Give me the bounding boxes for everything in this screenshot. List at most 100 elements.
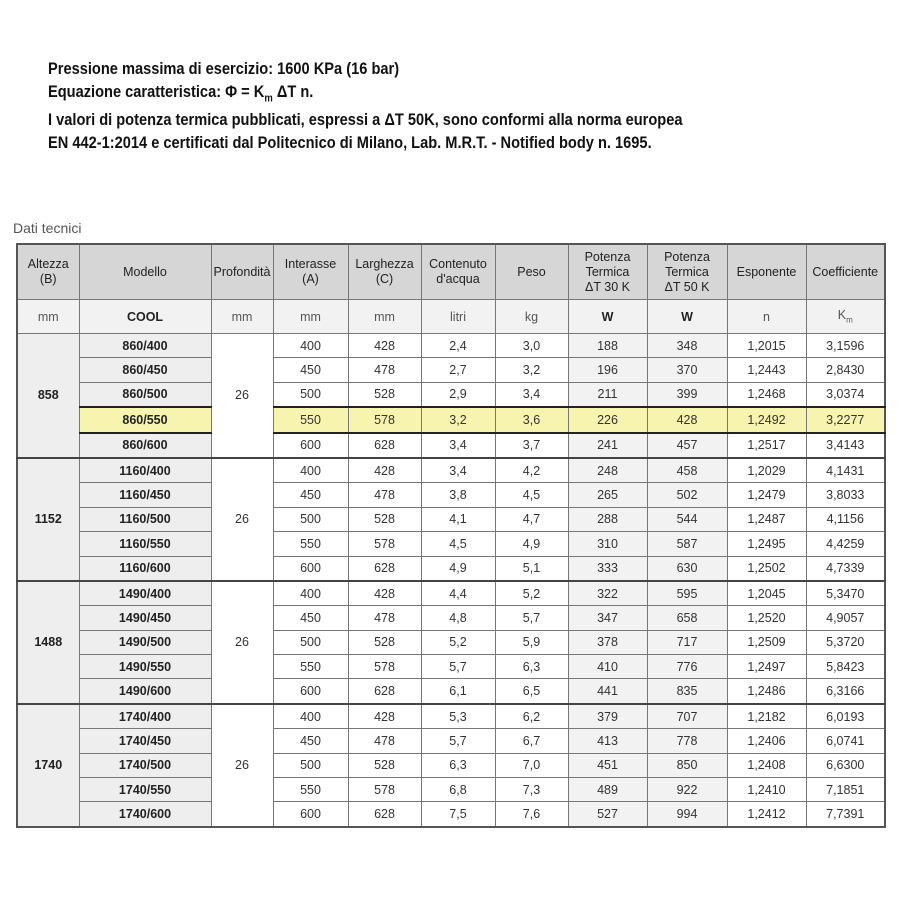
model-cell: 860/500 [78, 381, 212, 408]
header-row: Altezza (B) Modello Profondità Interasse (A… [16, 243, 886, 300]
value-cell: 1,2497 [726, 654, 807, 680]
value-cell: 658 [646, 605, 728, 631]
value-cell: 628 [347, 801, 422, 828]
value-cell: 7,6 [494, 801, 569, 828]
value-cell: 428 [347, 456, 422, 484]
altezza-cell: 1740 [16, 702, 80, 828]
column-header: Peso [494, 243, 569, 300]
value-cell: 7,3 [494, 777, 569, 803]
value-cell: 457 [646, 432, 728, 459]
model-cell: 1490/500 [78, 629, 212, 656]
column-header: Contenuto d'acqua [420, 243, 496, 300]
value-cell: 6,2 [494, 702, 569, 730]
intro-line: I valori di potenza termica pubblicati, … [48, 110, 683, 130]
value-cell: 428 [347, 332, 422, 359]
value-cell: 1,2029 [726, 456, 807, 484]
value-cell: 379 [567, 702, 648, 730]
unit-cell: mm [210, 299, 274, 334]
value-cell: 399 [646, 381, 728, 408]
value-cell: 994 [646, 801, 728, 828]
value-cell: 6,3 [494, 654, 569, 680]
value-cell: 5,9 [494, 629, 569, 656]
value-cell: 1,2412 [726, 801, 807, 828]
value-cell: 451 [567, 752, 648, 779]
value-cell: 628 [347, 432, 422, 459]
value-cell: 527 [567, 801, 648, 828]
value-cell: 835 [646, 678, 728, 705]
table-row: 1740/450 450 478 5,7 6,7 413 778 1,2406 6,0741 [17, 728, 886, 754]
intro-text: Pressione massima di esercizio: 1600 KPa… [48, 58, 682, 154]
table-row: 1740 1740/400 26 400 428 5,3 6,2 379 707 1,2182 6,… [16, 702, 886, 828]
unit-cell: kg [494, 299, 569, 334]
table-row: 1490/450 450 478 4,8 5,7 347 658 1,2520 4,9057 [17, 605, 886, 631]
value-cell: 3,4143 [805, 432, 886, 459]
value-cell: 6,1 [420, 678, 496, 705]
value-cell: 400 [272, 579, 349, 607]
table-row: 860/550 550 578 3,2 3,6 226 428 1,2492 3,2277 [17, 406, 886, 434]
value-cell: 211 [567, 381, 648, 408]
value-cell: 1,2517 [726, 432, 807, 459]
altezza-cell: 858 [16, 332, 80, 459]
model-cell: 860/550 [78, 406, 212, 434]
value-cell: 441 [567, 678, 648, 705]
intro-line: EN 442-1:2014 e certificati dal Politecn… [48, 132, 652, 152]
value-cell: 4,7 [494, 506, 569, 533]
value-cell: 6,7 [494, 728, 569, 754]
table-row: 1160/500 500 528 4,1 4,7 288 544 1,2487 4,1156 [17, 506, 886, 533]
value-cell: 4,4 [420, 579, 496, 607]
value-cell: 4,1156 [805, 506, 886, 533]
model-cell: 860/400 [78, 332, 212, 359]
value-cell: 241 [567, 432, 648, 459]
profondita-cell: 26 [210, 332, 274, 459]
value-cell: 502 [646, 482, 728, 508]
model-cell: 1740/550 [78, 777, 212, 803]
table-row: 1160/450 450 478 3,8 4,5 265 502 1,2479 3,8033 [17, 482, 886, 508]
column-header: Esponente [726, 243, 807, 300]
value-cell: 1,2408 [726, 752, 807, 779]
value-cell: 628 [347, 678, 422, 705]
value-cell: 1,2406 [726, 728, 807, 754]
altezza-cell: 1488 [16, 579, 80, 705]
unit-cell: W [567, 299, 648, 334]
unit-cell: n [726, 299, 807, 334]
value-cell: 3,6 [494, 406, 569, 434]
value-cell: 378 [567, 629, 648, 656]
value-cell: 528 [347, 506, 422, 533]
model-cell: 1160/500 [78, 506, 212, 533]
value-cell: 578 [347, 531, 422, 557]
value-cell: 288 [567, 506, 648, 533]
table-row: 858 860/400 26 400 428 2,4 3,0 188 348 1,2015 3,15… [16, 332, 886, 459]
column-header: Larghezza (C) [347, 243, 422, 300]
value-cell: 6,6300 [805, 752, 886, 779]
value-cell: 370 [646, 357, 728, 383]
value-cell: 226 [567, 406, 648, 434]
value-cell: 1,2520 [726, 605, 807, 631]
table-row: 1490/500 500 528 5,2 5,9 378 717 1,2509 5,3720 [17, 629, 886, 656]
value-cell: 458 [646, 456, 728, 484]
value-cell: 348 [646, 332, 728, 359]
table-row: 1740/500 500 528 6,3 7,0 451 850 1,2408 6,6300 [17, 752, 886, 779]
value-cell: 550 [272, 531, 349, 557]
value-cell: 2,9 [420, 381, 496, 408]
value-cell: 428 [347, 702, 422, 730]
value-cell: 248 [567, 456, 648, 484]
value-cell: 188 [567, 332, 648, 359]
table-row: 1740/550 550 578 6,8 7,3 489 922 1,2410 7,1851 [17, 777, 886, 803]
table-row: 860/600 600 628 3,4 3,7 241 457 1,2517 3,4143 [17, 432, 886, 459]
value-cell: 1,2410 [726, 777, 807, 803]
value-cell: 4,4259 [805, 531, 886, 557]
value-cell: 1,2495 [726, 531, 807, 557]
table-row: 1490/550 550 578 5,7 6,3 410 776 1,2497 5,8423 [17, 654, 886, 680]
value-cell: 600 [272, 555, 349, 582]
profondita-cell: 26 [210, 456, 274, 582]
value-cell: 595 [646, 579, 728, 607]
unit-text: K [837, 308, 847, 323]
table-row: 1740/600 600 628 7,5 7,6 527 994 1,2412 7,7391 [17, 801, 886, 828]
model-cell: 1160/600 [78, 555, 212, 582]
model-cell: 1490/400 [78, 579, 212, 607]
value-cell: 850 [646, 752, 728, 779]
value-cell: 428 [347, 579, 422, 607]
value-cell: 1,2487 [726, 506, 807, 533]
model-cell: 1160/400 [78, 456, 212, 484]
